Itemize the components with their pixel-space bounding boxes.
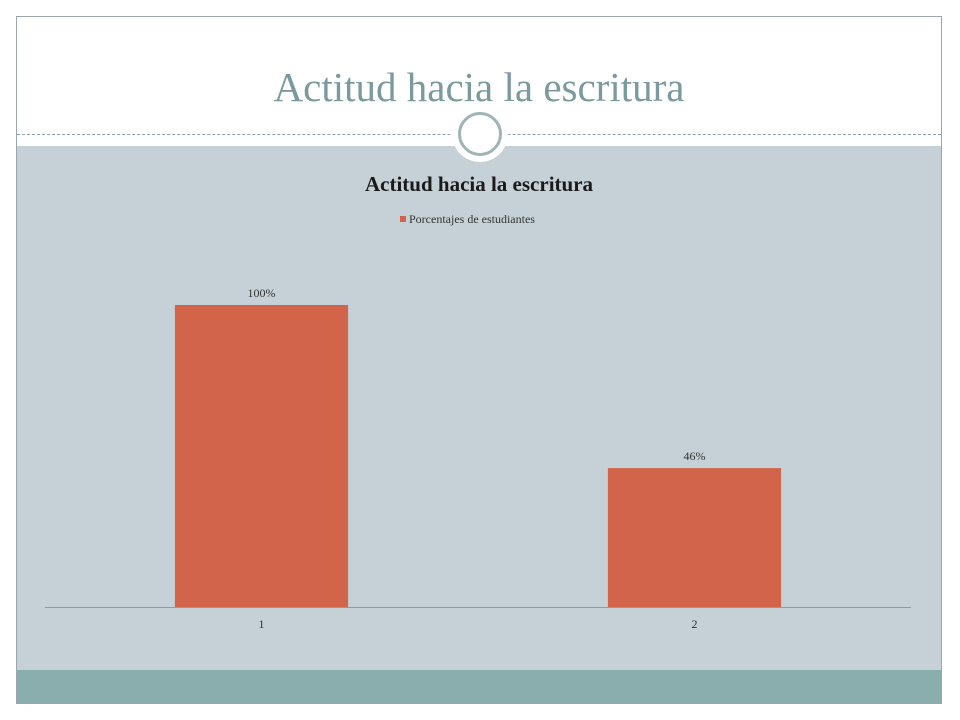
chart-marks: 100% 1 46% 2 <box>174 286 782 631</box>
chart-title: Actitud hacia la escritura <box>365 172 594 196</box>
x-tick-label-2: 2 <box>692 617 698 631</box>
data-label-2: 46% <box>684 449 706 463</box>
legend: Porcentajes de estudiantes <box>400 212 535 226</box>
legend-swatch <box>400 216 406 222</box>
ring-icon <box>458 112 502 156</box>
x-tick-label-1: 1 <box>259 617 265 631</box>
legend-label: Porcentajes de estudiantes <box>409 212 535 226</box>
footer-band <box>17 670 941 704</box>
bar-1 <box>174 305 349 607</box>
circle-ornament-icon <box>452 106 508 162</box>
data-label-1: 100% <box>248 286 276 300</box>
slide-title: Actitud hacia la escritura <box>273 64 685 110</box>
bar-2 <box>607 468 782 607</box>
content-band <box>17 146 941 670</box>
